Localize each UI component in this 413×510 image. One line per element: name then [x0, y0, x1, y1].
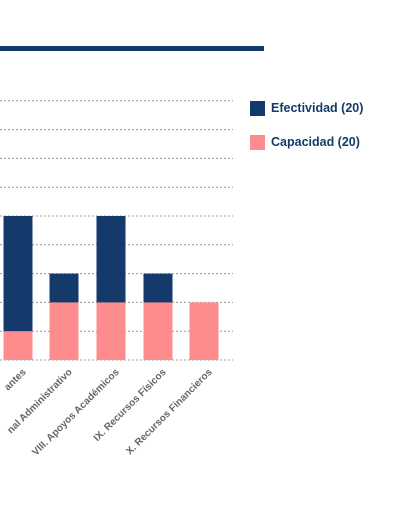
header-rule [0, 46, 264, 51]
bar-segment [49, 302, 79, 360]
legend-item-capacity: Capacidad (20) [250, 134, 363, 150]
legend-swatch-effectiveness [250, 100, 265, 116]
legend-item-effectiveness: Efectividad (20) [250, 100, 363, 116]
bar-segment [143, 302, 173, 360]
bar-segment [96, 216, 126, 303]
legend-label-effectiveness: Efectividad (20) [271, 101, 364, 115]
x-tick-label: X. Recursos Financieros [124, 367, 215, 458]
legend-swatch-capacity [250, 134, 265, 150]
x-tick-label: VIII. Apoyos Académicos [30, 367, 122, 459]
legend-label-capacity: Capacidad (20) [271, 135, 360, 149]
bar-segment [3, 331, 33, 360]
bar-segment [143, 273, 173, 303]
bar-segment [96, 302, 126, 360]
x-tick-label: antes [2, 367, 29, 394]
bar-segment [3, 216, 33, 332]
bar-segment [189, 302, 219, 360]
chart-legend: Efectividad (20) Capacidad (20) [250, 100, 363, 168]
bar-segment [49, 273, 79, 303]
